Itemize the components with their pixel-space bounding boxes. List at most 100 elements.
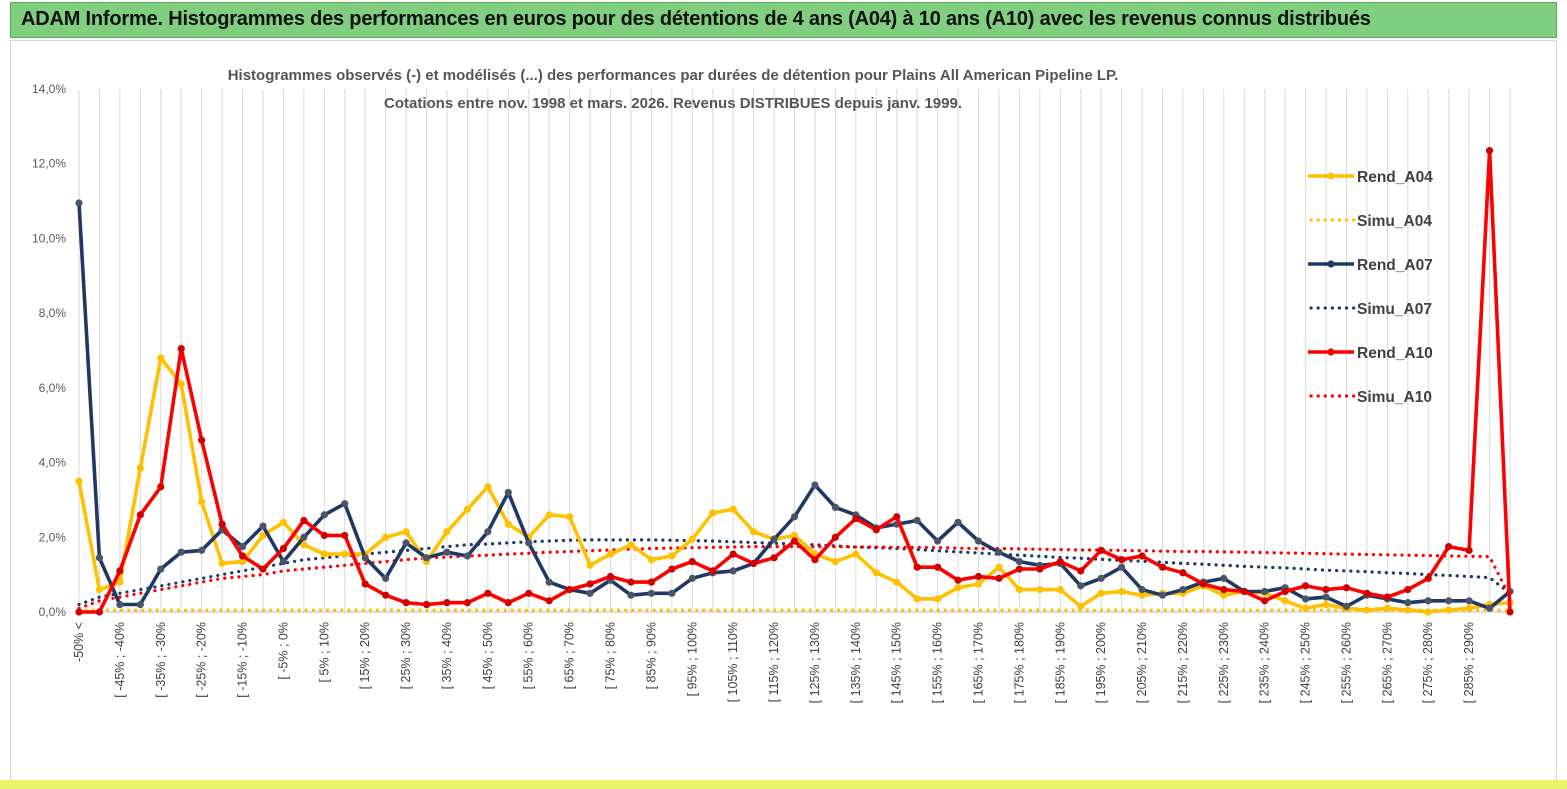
data-point [1404,599,1412,607]
data-point [545,597,553,605]
legend-label: Simu_A07 [1357,301,1432,318]
x-tick-label: [ 75% ; 80% [604,622,618,689]
data-point [1117,563,1126,571]
x-tick-label: [ 275% ; 280% [1421,622,1435,703]
series-layer [75,147,1514,616]
legend-label: Simu_A10 [1357,389,1432,406]
data-point [1301,604,1310,612]
x-tick-label: [ 25% ; 30% [399,622,413,689]
data-point [913,595,921,603]
data-point [709,509,717,517]
x-tick-label: [ -45% ; -40% [113,622,127,698]
data-point [136,600,144,609]
data-point [606,572,615,581]
data-point [995,563,1003,571]
data-point [136,464,144,472]
data-point [1015,565,1023,573]
data-point [995,548,1003,556]
data-point [341,500,349,508]
legend-label: Simu_A04 [1357,213,1432,230]
data-point [1465,604,1473,612]
y-tick-label: 6,0% [39,381,67,395]
data-point [1220,585,1228,594]
data-point [463,505,472,513]
data-point [300,533,308,541]
legend-entry: Rend_A10 [1308,345,1433,362]
data-point [198,436,206,444]
data-point [790,537,799,545]
data-point [1424,574,1432,582]
x-tick-label: [ 85% ; 90% [644,622,658,689]
y-tick-label: 8,0% [39,306,67,320]
data-point [1179,585,1187,594]
x-tick-label: [ -35% ; -30% [154,622,168,698]
data-point [116,578,124,586]
data-point [1281,587,1289,596]
data-point [913,516,921,525]
x-tick-label: [ 15% ; 20% [358,622,372,689]
x-tick-label: [ 175% ; 180% [1012,622,1026,703]
grid [78,89,1511,613]
data-point [934,563,942,571]
data-point [177,548,185,556]
data-point [198,498,206,506]
data-point [177,345,185,353]
data-point [504,488,512,497]
data-point [831,533,839,541]
data-point [341,550,349,558]
series-rend-a07 [75,199,1514,612]
data-point [668,552,676,560]
data-point [1097,574,1105,582]
data-point [157,565,165,573]
data-point [831,503,839,511]
data-point [1117,587,1126,596]
data-point [1322,585,1330,594]
data-point [402,528,410,536]
data-point [1077,567,1085,575]
data-point [238,557,247,566]
data-point [1506,608,1514,616]
data-point [1097,589,1105,597]
x-tick-label: [ 235% ; 240% [1258,622,1272,703]
data-point [688,557,696,566]
data-point [750,559,758,568]
x-tick-label: [ 285% ; 290% [1462,622,1476,703]
data-point [341,531,349,540]
data-point [300,541,308,549]
data-point [422,554,431,562]
data-point [320,550,328,558]
data-point [259,522,267,530]
data-point [75,608,83,616]
data-point [75,199,83,207]
legend: Rend_A04 Simu_A04 Rend_A07 Simu_A07 Rend_A10… [1308,169,1433,406]
data-point [1220,591,1228,599]
data-point [1015,557,1023,566]
data-point [75,477,83,485]
data-point [320,531,328,540]
data-point [647,589,656,597]
legend-entry: Rend_A07 [1308,257,1433,274]
data-point [1138,585,1146,594]
data-point [545,578,553,586]
data-point [1199,580,1207,588]
data-point [116,567,124,575]
data-point [770,535,778,543]
legend-label: Rend_A10 [1357,345,1433,362]
x-tick-label: [ 55% ; 60% [522,622,536,689]
x-axis-ticks: -50% < [ -45% ; -40% [ -35% ; -30% [ -25% ;… [72,622,1476,703]
data-point [1485,147,1494,155]
x-tick-label: [ 65% ; 70% [563,622,577,689]
legend-marker [1327,260,1335,268]
data-point [504,599,512,607]
data-point [586,589,594,597]
data-point [402,539,410,547]
data-point [1220,574,1228,582]
data-point [1056,585,1064,594]
data-point [668,589,676,597]
data-point [525,539,533,547]
data-point [1342,584,1351,592]
series-simu-a07 [77,538,1512,607]
data-point [1117,556,1126,564]
data-point [1261,597,1269,605]
data-point [422,600,431,609]
